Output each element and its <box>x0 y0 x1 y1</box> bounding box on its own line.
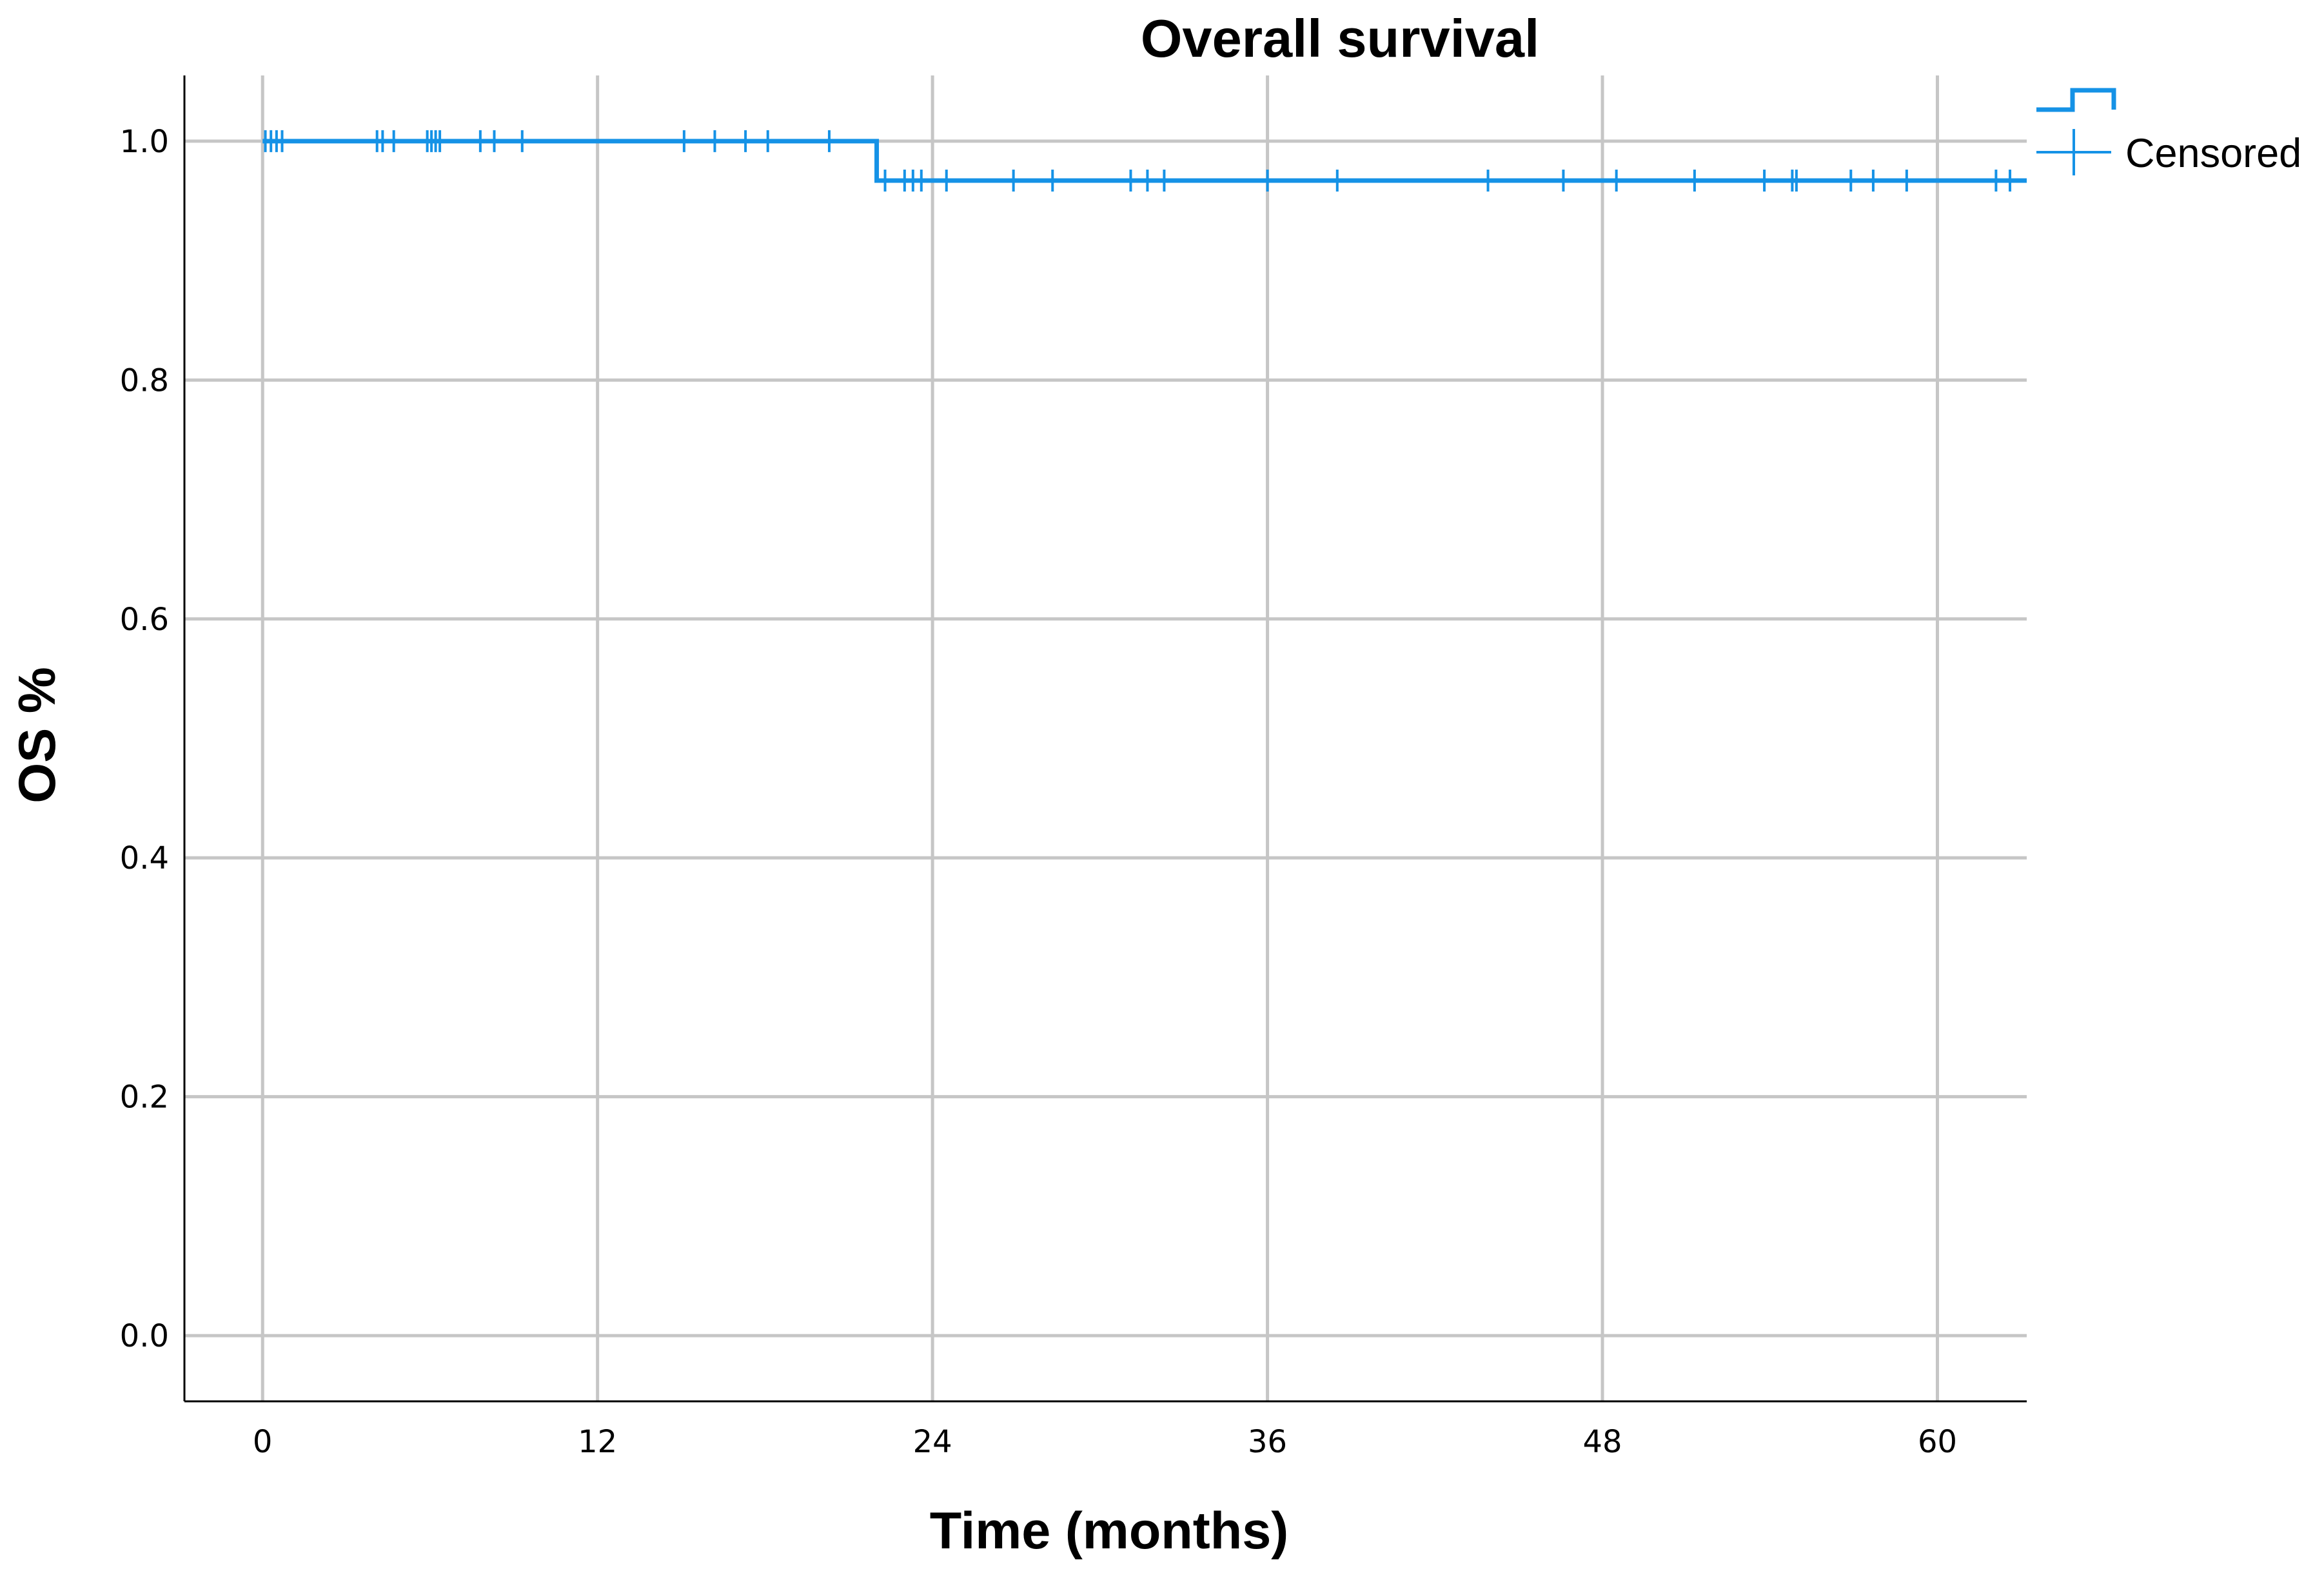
gridlines <box>184 75 2027 1401</box>
y-tick-label: 1.0 <box>120 124 169 160</box>
legend-censored-label: Censored <box>2125 131 2301 176</box>
chart-title: Overall survival <box>1141 8 1539 68</box>
x-tick-labels: 0 12 24 36 48 60 <box>253 1424 1957 1460</box>
x-tick-label: 0 <box>253 1424 273 1460</box>
x-tick-label: 48 <box>1582 1424 1622 1460</box>
legend: Censored <box>2036 88 2301 176</box>
survival-curve <box>262 139 2027 183</box>
y-tick-label: 0.2 <box>120 1080 169 1116</box>
series-group <box>262 130 2027 192</box>
x-axis-label: Time (months) <box>930 1502 1289 1560</box>
y-tick-label: 0.0 <box>120 1318 169 1354</box>
x-tick-label: 36 <box>1248 1424 1287 1460</box>
y-tick-label: 0.4 <box>120 840 169 876</box>
y-tick-labels: 0.0 0.2 0.4 0.6 0.8 1.0 <box>120 124 169 1354</box>
x-tick-label: 60 <box>1918 1424 1957 1460</box>
legend-step-swatch <box>2036 88 2116 112</box>
y-tick-label: 0.8 <box>120 362 169 399</box>
y-tick-label: 0.6 <box>120 602 169 638</box>
x-tick-label: 24 <box>913 1424 952 1460</box>
y-axis-label: OS % <box>8 667 66 804</box>
axes <box>183 75 2027 1403</box>
x-tick-label: 12 <box>578 1424 617 1460</box>
